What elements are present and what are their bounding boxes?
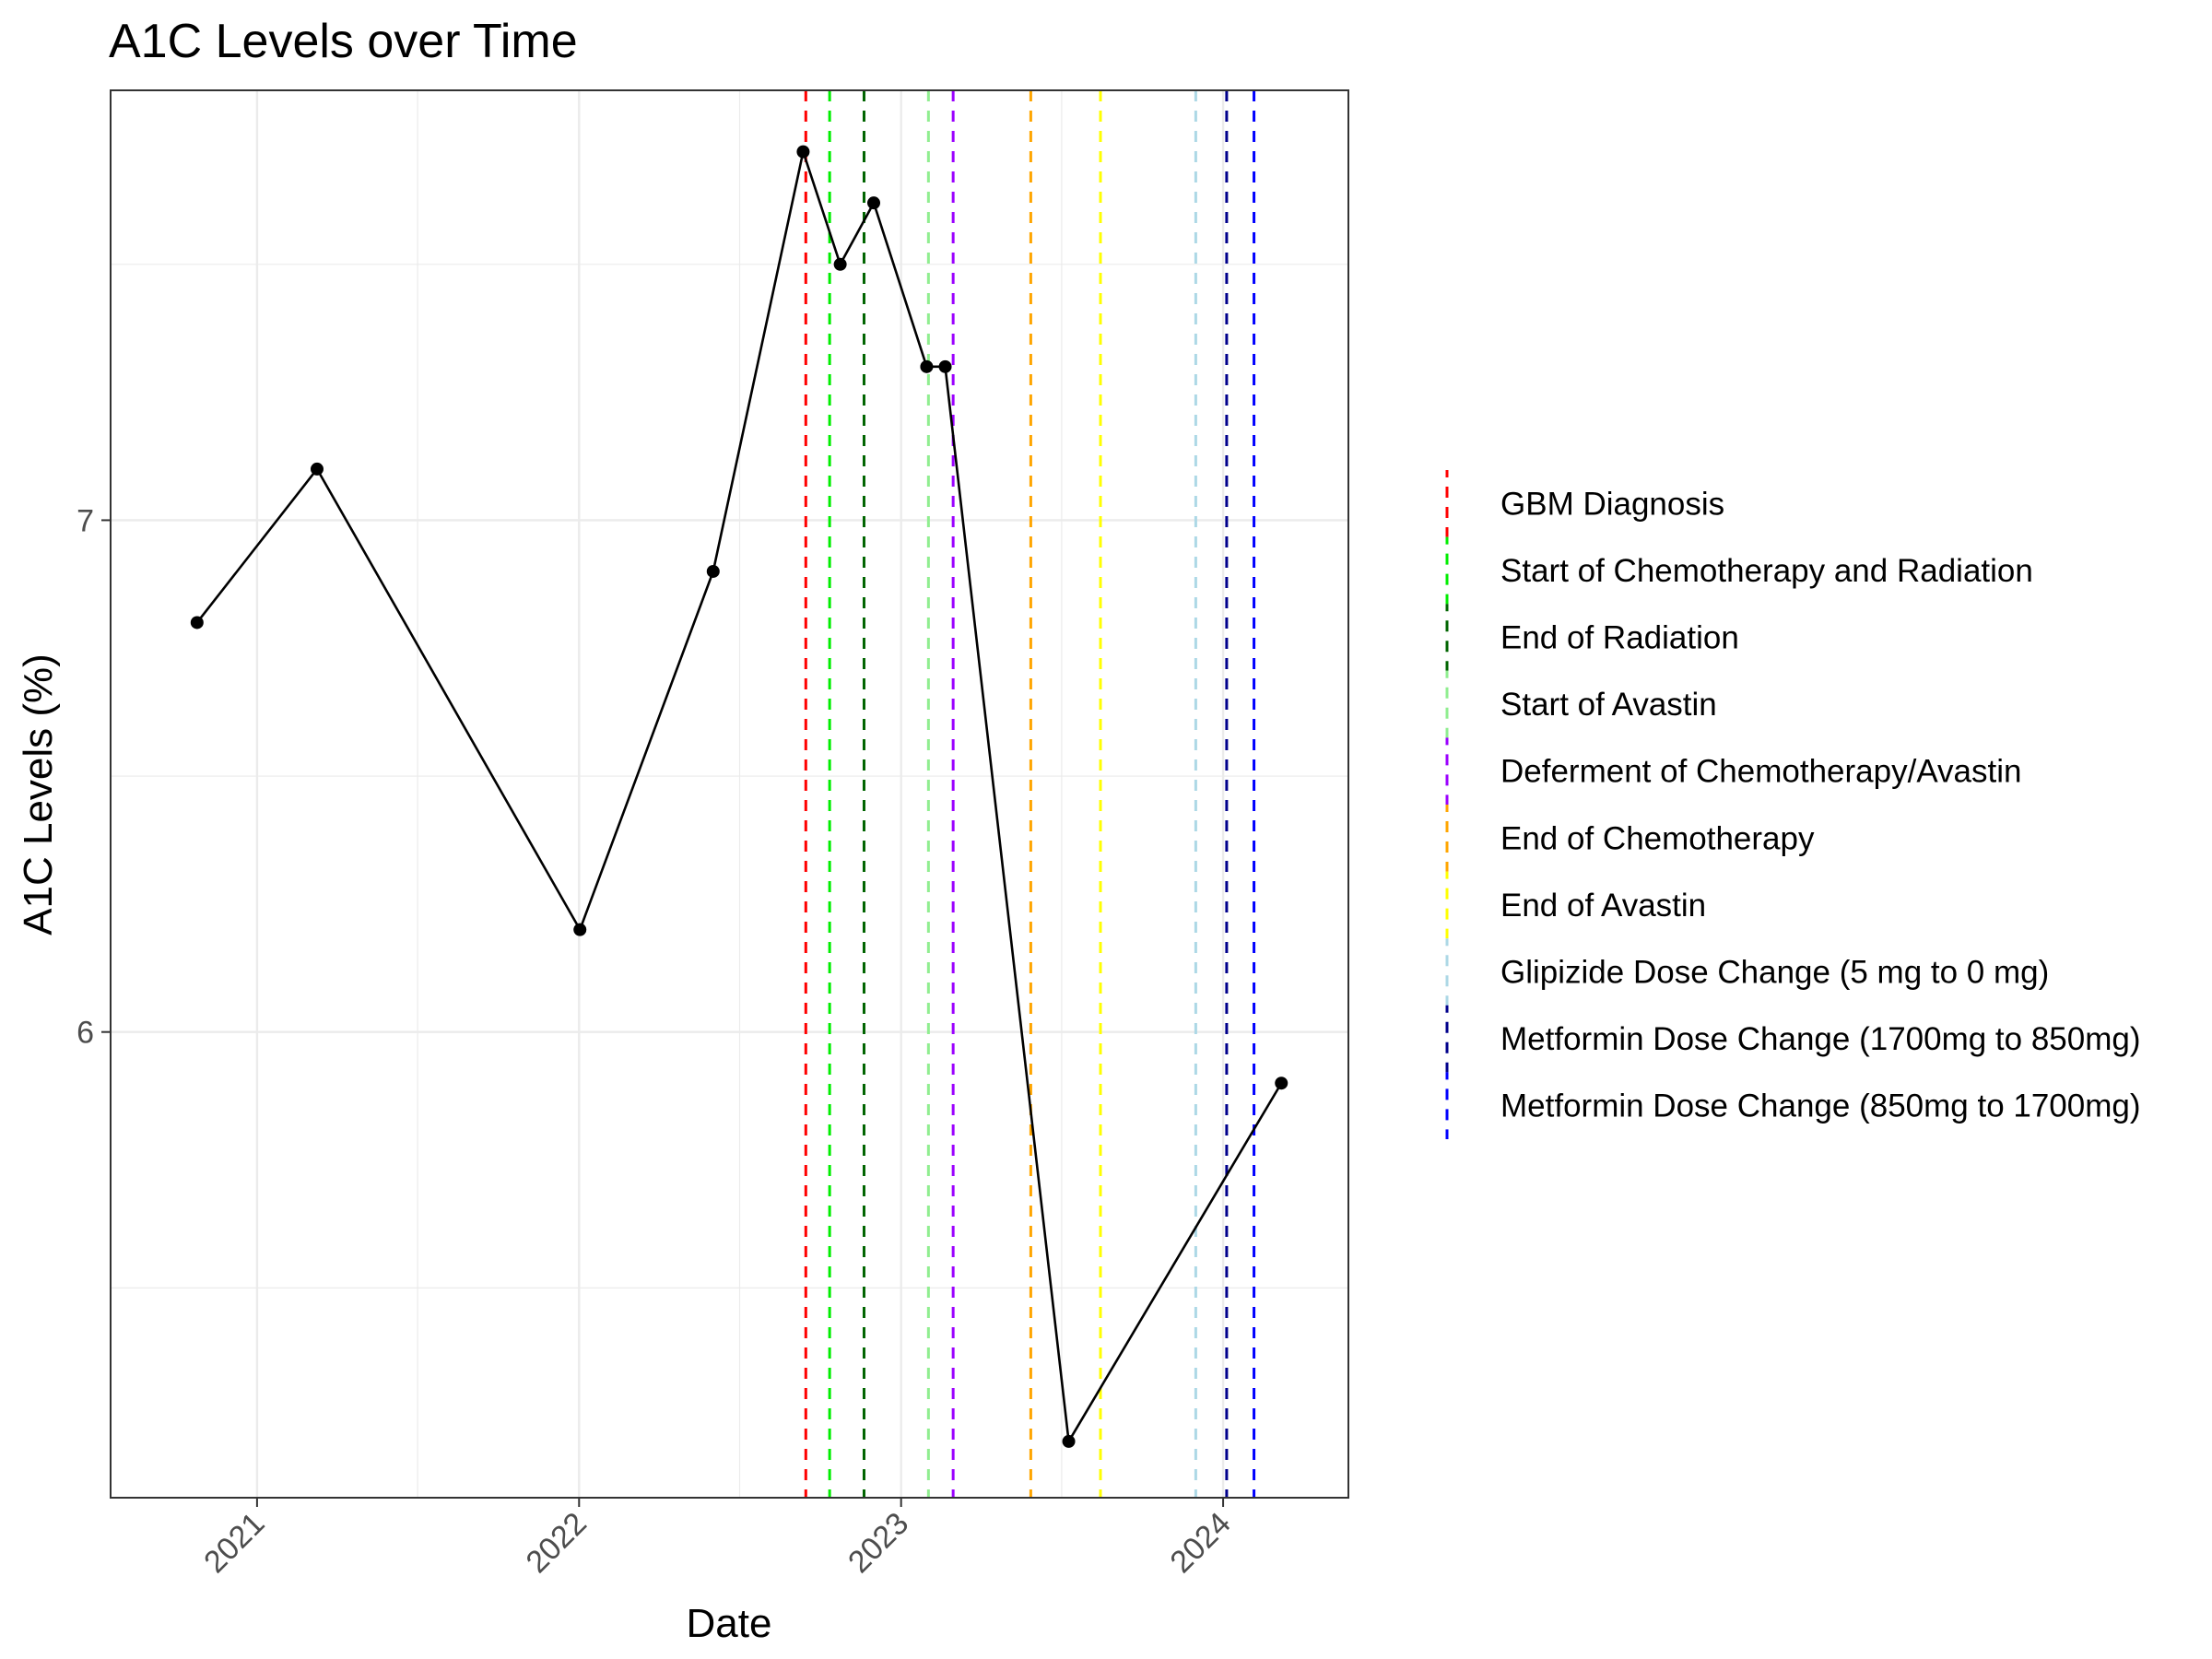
data-point [938,359,952,373]
legend-label: End of Radiation [1500,620,1739,656]
x-axis-title: Date [687,1601,772,1646]
y-tick-label: 7 [76,503,94,538]
grid [111,90,1348,1498]
legend-label: End of Chemotherapy [1500,820,1815,856]
chart-title: A1C Levels over Time [109,15,578,68]
data-point [310,462,324,476]
legend-label: Start of Chemotherapy and Radiation [1500,553,2033,589]
x-tick-label: 2023 [841,1506,915,1580]
legend-label: GBM Diagnosis [1500,486,1724,522]
x-tick-label: 2024 [1163,1506,1237,1580]
y-axis-title: A1C Levels (%) [16,653,61,935]
legend-label: Deferment of Chemotherapy/Avastin [1500,754,2021,790]
x-tick-label: 2022 [520,1506,594,1580]
data-point [706,564,720,578]
data-point [920,359,934,373]
data-point [573,923,587,936]
data-point [867,196,881,210]
data-point [833,257,847,271]
legend-label: Start of Avastin [1500,687,1717,723]
legend-label: Metformin Dose Change (850mg to 1700mg) [1500,1088,2141,1124]
legend-label: End of Avastin [1500,888,1706,924]
data-point [796,145,810,159]
plot-background [111,90,1348,1498]
y-tick-label: 6 [76,1016,94,1051]
plot-border [110,89,1349,1499]
y-axis: 67 [76,503,111,1051]
legend-label: Metformin Dose Change (1700mg to 850mg) [1500,1021,2141,1057]
x-axis: 2021 2022 2023 2024 [197,1498,1238,1580]
x-tick-label: 2021 [197,1506,271,1580]
data-point [1275,1077,1288,1090]
data-point [190,616,204,629]
data-point [1062,1434,1076,1448]
series-layer [190,145,1288,1448]
legend: GBM Diagnosis Start of Chemotherapy and R… [1445,470,2141,1139]
legend-label: Glipizide Dose Change (5 mg to 0 mg) [1500,955,2049,991]
